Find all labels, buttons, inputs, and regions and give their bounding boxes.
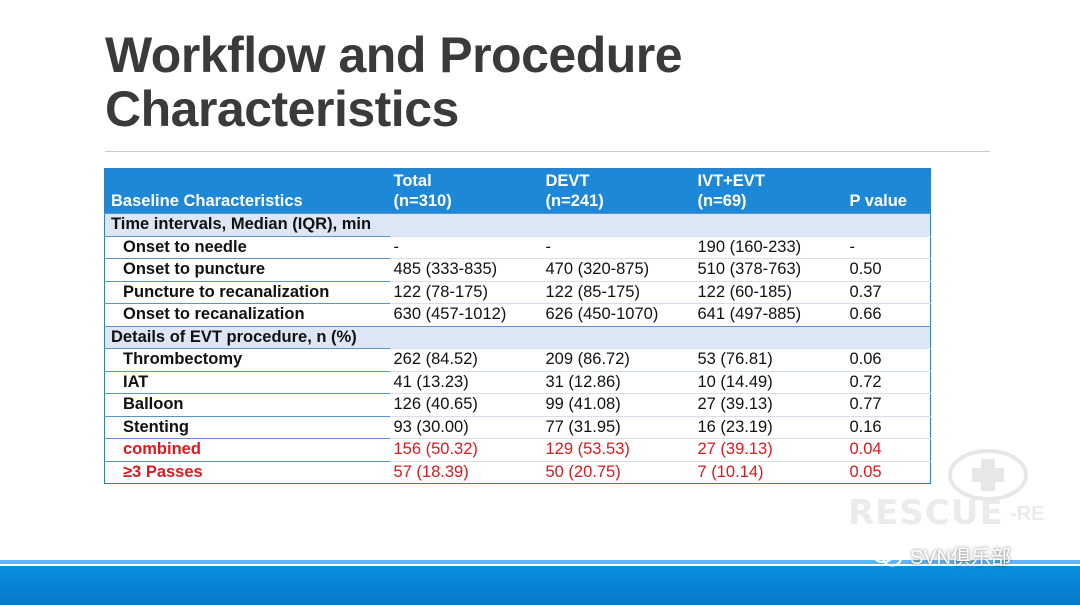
cell-total: 485 (333-835) [389, 258, 542, 281]
header-p-value: P value [845, 168, 931, 214]
cell-devt: 50 (20.75) [541, 460, 694, 484]
header-devt-label: DEVT [545, 172, 590, 190]
brand-label: SVN俱乐部 [910, 546, 1012, 569]
table-row: IAT 41 (13.23) 31 (12.86) 10 (14.49) 0.72 [104, 370, 931, 394]
cell-p-value: 0.06 [845, 348, 931, 371]
header-total: Total (n=310) [389, 168, 542, 214]
footer-bar [0, 566, 1080, 605]
rescue-logo-icon [948, 449, 1028, 501]
cell-p-value: 0.77 [845, 393, 931, 416]
table-row: Balloon 126 (40.65) 99 (41.08) 27 (39.13) 0.… [104, 393, 931, 416]
row-label: ≥3 Passes [104, 460, 390, 484]
cell-total: 93 (30.00) [389, 415, 542, 439]
cell-devt: - [541, 235, 694, 259]
table-row: Onset to recanalization 630 (457-1012) 626… [104, 303, 931, 326]
cell-devt: 209 (86.72) [541, 348, 694, 371]
table-header-row: Baseline Characteristics Total (n=310) D… [104, 168, 931, 214]
section-label: Time intervals, Median (IQR), min [104, 213, 931, 236]
row-label: Onset to recanalization [104, 303, 390, 326]
cell-total: 126 (40.65) [389, 393, 542, 416]
cell-total: 630 (457-1012) [389, 303, 542, 326]
brand-badge: SVN俱乐部 [870, 540, 1011, 570]
section-row-time-intervals: Time intervals, Median (IQR), min [104, 213, 931, 236]
row-label: Puncture to recanalization [104, 280, 390, 304]
cell-devt: 99 (41.08) [541, 393, 694, 416]
cell-p-value: 0.04 [845, 438, 931, 461]
cell-p-value: 0.37 [845, 280, 931, 304]
row-label: Thrombectomy [104, 348, 390, 371]
header-baseline-characteristics: Baseline Characteristics [104, 168, 390, 214]
table-row: Thrombectomy 262 (84.52) 209 (86.72) 53 (76… [104, 348, 931, 371]
slide-title-line2: Characteristics [105, 81, 459, 137]
table-row: Stenting 93 (30.00) 77 (31.95) 16 (23.19) 0.… [104, 415, 931, 439]
row-label: Balloon [104, 393, 390, 416]
cell-devt: 77 (31.95) [541, 415, 694, 439]
cell-p-value: 0.05 [845, 460, 931, 484]
row-label: combined [104, 438, 390, 461]
cell-total: - [389, 235, 542, 259]
cell-p-value: 0.16 [845, 415, 931, 439]
cell-p-value: 0.66 [845, 303, 931, 326]
slide-title-line1: Workflow and Procedure [105, 27, 683, 83]
cell-devt: 129 (53.53) [541, 438, 694, 461]
cell-ivt-evt: 53 (76.81) [693, 348, 846, 371]
cell-ivt-evt: 641 (497-885) [693, 303, 846, 326]
header-devt-n: (n=241) [545, 192, 604, 210]
header-total-label: Total [393, 172, 432, 190]
header-devt: DEVT (n=241) [541, 168, 694, 214]
cell-ivt-evt: 10 (14.49) [693, 370, 846, 394]
cell-p-value: - [845, 235, 931, 259]
cell-devt: 470 (320-875) [541, 258, 694, 281]
table-row: Onset to puncture 485 (333-835) 470 (320-8… [104, 258, 931, 281]
cell-devt: 31 (12.86) [541, 370, 694, 394]
cell-ivt-evt: 27 (39.13) [693, 393, 846, 416]
cell-total: 156 (50.32) [389, 438, 542, 461]
cell-ivt-evt: 27 (39.13) [693, 438, 846, 461]
header-ivt-evt-label: IVT+EVT [697, 172, 765, 190]
wechat-icon [871, 543, 902, 567]
cell-devt: 626 (450-1070) [541, 303, 694, 326]
table-row: combined 156 (50.32) 129 (53.53) 27 (39.13)… [104, 438, 931, 461]
table-row: Puncture to recanalization 122 (78-175) 12… [104, 280, 931, 304]
section-label: Details of EVT procedure, n (%) [104, 325, 931, 349]
cell-p-value: 0.50 [845, 258, 931, 281]
cell-ivt-evt: 7 (10.14) [693, 460, 846, 484]
watermark-text: RESCUE [848, 493, 1004, 533]
row-label: IAT [104, 370, 390, 394]
title-divider [105, 151, 990, 152]
header-total-n: (n=310) [393, 192, 452, 210]
row-label: Onset to needle [104, 235, 390, 259]
cell-ivt-evt: 16 (23.19) [693, 415, 846, 439]
cell-ivt-evt: 510 (378-763) [693, 258, 846, 281]
cell-total: 122 (78-175) [389, 280, 542, 304]
section-row-evt-procedure: Details of EVT procedure, n (%) [104, 325, 931, 349]
table-row: Onset to needle - -190 (160-233) - [104, 235, 931, 259]
characteristics-table: Baseline Characteristics Total (n=310) D… [104, 168, 931, 484]
header-ivt-evt-n: (n=69) [697, 192, 747, 210]
cell-total: 262 (84.52) [389, 348, 542, 371]
cell-total: 57 (18.39) [389, 460, 542, 484]
cell-ivt-evt: 122 (60-185) [693, 280, 846, 304]
watermark-suffix: -RE [1010, 503, 1045, 525]
table-row: ≥3 Passes 57 (18.39) 50 (20.75) 7 (10.14) 0.… [104, 460, 931, 484]
cell-total: 41 (13.23) [389, 370, 542, 394]
header-ivt-evt: IVT+EVT (n=69) [693, 168, 846, 214]
cell-ivt-evt: 190 (160-233) [693, 235, 846, 259]
row-label: Onset to puncture [104, 258, 390, 281]
rescue-watermark: RESCUE -RE [848, 445, 1048, 535]
slide-title: Workflow and Procedure Characteristics [105, 27, 683, 137]
cell-p-value: 0.72 [845, 370, 931, 394]
row-label: Stenting [104, 415, 390, 439]
cell-devt: 122 (85-175) [541, 280, 694, 304]
footer-accent-line [0, 560, 1080, 564]
